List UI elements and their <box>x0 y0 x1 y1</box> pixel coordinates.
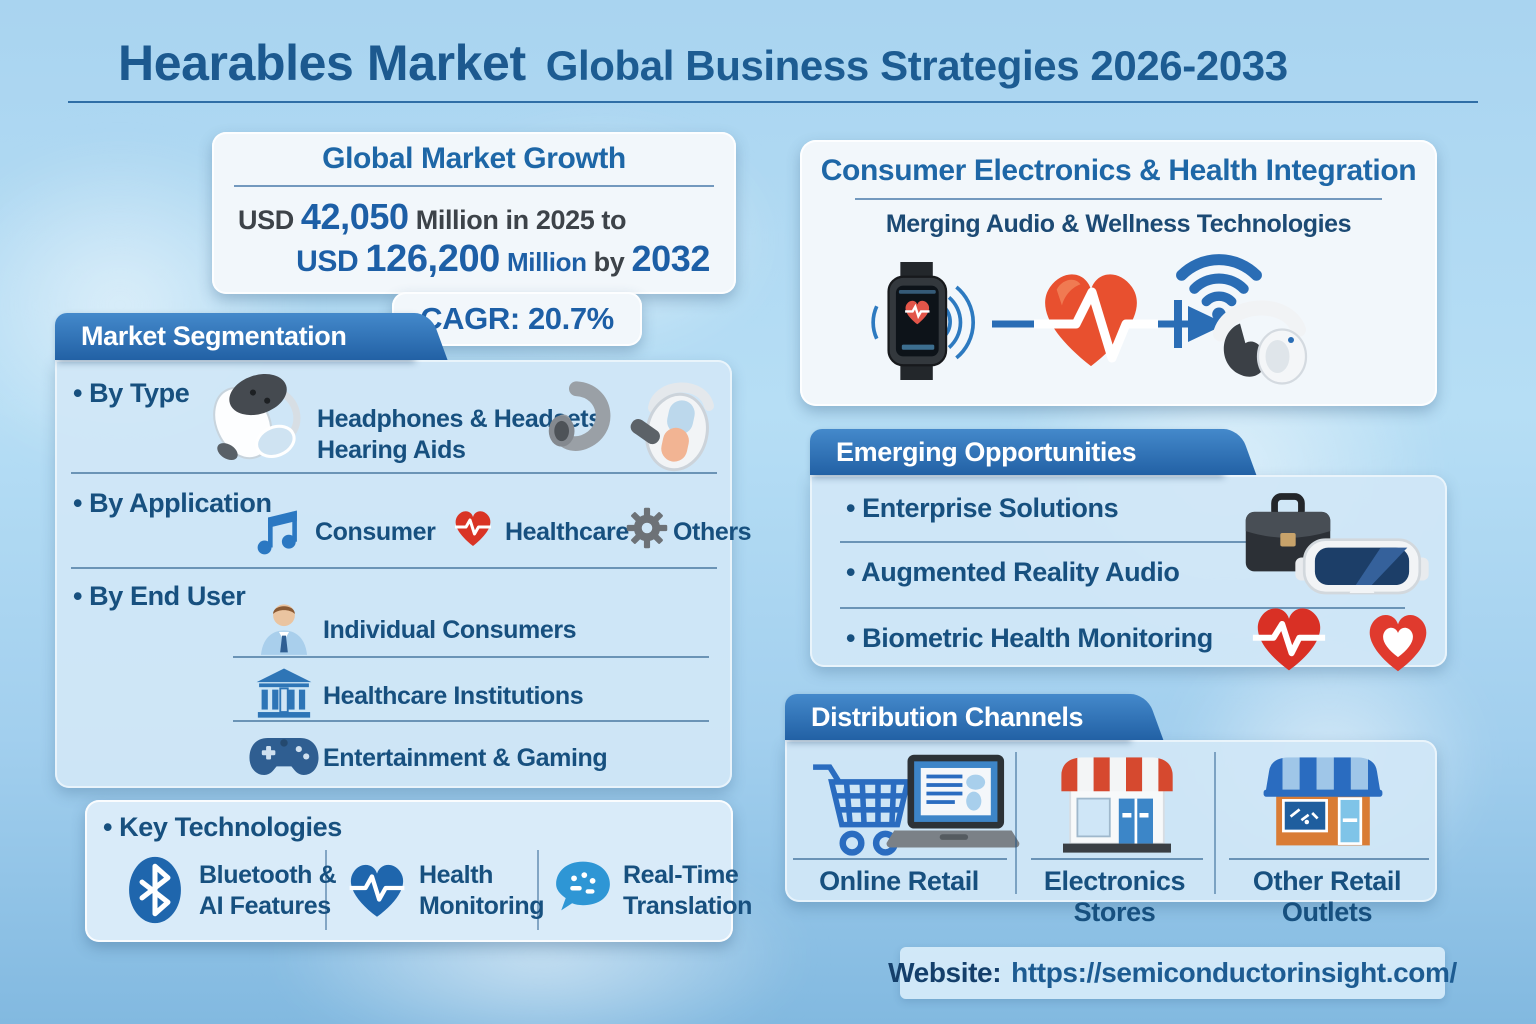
key-tech-health-line2: Monitoring <box>419 892 545 920</box>
opportunity-item-enterprise: • Enterprise Solutions <box>846 493 1119 523</box>
electronics-store-icon <box>1061 757 1173 853</box>
integration-subtitle: Merging Audio & Wellness Technologies <box>885 210 1352 238</box>
vr-goggles-icon <box>1295 538 1429 595</box>
divider <box>537 850 539 930</box>
health-monitoring-icon <box>349 864 405 917</box>
growth-l2-unit: Million <box>507 247 587 277</box>
end-user-item-individual: Individual Consumers <box>323 616 577 644</box>
key-tech-translation-line2: Translation <box>623 892 752 920</box>
opportunity-item-biometric: • Biometric Health Monitoring <box>846 623 1213 653</box>
integration-box: Consumer Electronics & Health Integratio… <box>800 140 1437 406</box>
growth-line2: USD 126,200 Million by 2032 <box>296 238 710 281</box>
key-tech-item-bluetooth: Bluetooth & AI Features <box>199 860 337 922</box>
emerging-opportunities-header: Emerging Opportunities <box>810 429 1222 475</box>
distribution-channels-header: Distribution Channels <box>785 694 1129 740</box>
separator <box>71 567 717 569</box>
emerging-opportunities-header-label: Emerging Opportunities <box>836 436 1137 467</box>
growth-l2-value: 126,200 <box>365 238 500 280</box>
title-subtitle: Global Business Strategies 2026-2033 <box>545 42 1288 89</box>
person-icon <box>260 604 308 655</box>
growth-l2-by: by <box>593 247 625 277</box>
channel-other-retail: Other Retail Outlets <box>1252 866 1402 927</box>
growth-line1: USD 42,050 Million in 2025 to <box>238 196 626 238</box>
shopping-cart-icon <box>813 764 912 856</box>
end-user-item-entertainment: Entertainment & Gaming <box>323 744 608 772</box>
website-label: Website: <box>888 957 1002 988</box>
gear-icon <box>626 507 668 549</box>
earbud-clip-icon <box>630 382 714 472</box>
market-segmentation-header-label: Market Segmentation <box>81 321 347 351</box>
market-segmentation-header: Market Segmentation <box>55 313 413 360</box>
application-item-healthcare: Healthcare <box>505 518 629 546</box>
growth-l1-usd: USD <box>238 205 294 235</box>
key-tech-bluetooth-line2: AI Features <box>199 892 331 920</box>
double-heart-icon <box>1369 614 1427 672</box>
emerging-opportunities-panel: • Enterprise Solutions • Augmented Reali… <box>810 475 1447 672</box>
cagr-value: CAGR: 20.7% <box>420 301 614 336</box>
separator <box>1229 858 1429 860</box>
by-application-label: • By Application <box>73 488 272 518</box>
bank-icon <box>256 668 312 718</box>
separator <box>1031 858 1203 860</box>
smartwatch-icon <box>871 262 975 380</box>
separator <box>71 472 717 474</box>
separator <box>233 720 709 722</box>
key-technologies-label: • Key Technologies <box>103 812 342 842</box>
key-tech-translation-line1: Real-Time <box>623 861 739 889</box>
separator <box>840 607 1405 609</box>
channel-electronics-stores: Electronics Stores <box>1043 866 1186 927</box>
key-tech-bluetooth-line1: Bluetooth & <box>199 861 337 889</box>
title-main: Hearables Market <box>118 35 526 91</box>
divider <box>1015 752 1017 894</box>
application-item-consumer: Consumer <box>315 518 436 546</box>
website-url[interactable]: https://semiconductorinsight.com/ <box>1011 957 1457 988</box>
hearable-earbud-icon <box>1213 300 1308 385</box>
music-note-icon <box>257 510 297 555</box>
website-bar: Website: https://semiconductorinsight.co… <box>888 947 1457 999</box>
heart-pulse-icon <box>455 511 491 546</box>
biometric-heart-icon <box>1252 608 1326 671</box>
growth-title: Global Market Growth <box>322 142 626 175</box>
retail-outlet-icon <box>1263 757 1383 846</box>
separator <box>233 656 709 658</box>
earbud-icon <box>213 374 301 461</box>
distribution-channels-header-label: Distribution Channels <box>811 701 1084 732</box>
by-type-item-2: Hearing Aids <box>317 436 466 464</box>
key-tech-item-health: Health Monitoring <box>419 860 545 922</box>
key-tech-item-translation: Real-Time Translation <box>623 860 752 922</box>
integration-underline <box>855 198 1382 200</box>
growth-l2-year: 2032 <box>631 238 711 279</box>
channel-online-retail: Online Retail <box>819 866 979 896</box>
separator <box>840 541 1405 543</box>
divider <box>325 850 327 930</box>
global-market-growth-box: Global Market Growth USD 42,050 Million … <box>212 132 736 294</box>
key-tech-health-line1: Health <box>419 861 494 889</box>
gamepad-icon <box>249 737 319 775</box>
divider <box>1214 752 1216 894</box>
by-end-user-label: • By End User <box>73 581 246 611</box>
market-segmentation-panel: • By Type Headphones & Headsets Hearing … <box>55 360 752 788</box>
growth-l1-unit: Million <box>415 205 499 235</box>
opportunity-item-ar-audio: • Augmented Reality Audio <box>846 557 1180 587</box>
end-user-item-healthcare: Healthcare Institutions <box>323 682 584 710</box>
growth-l1-value: 42,050 <box>300 196 409 237</box>
key-technologies-box: • Key Technologies Bluetooth & AI Featur… <box>85 800 752 942</box>
growth-l1-rest: in 2025 to <box>505 205 627 235</box>
growth-l2-usd: USD <box>296 245 359 278</box>
integration-title: Consumer Electronics & Health Integratio… <box>820 154 1417 187</box>
application-item-others: Others <box>673 518 752 546</box>
translation-chat-icon <box>556 861 610 911</box>
separator <box>793 858 1007 860</box>
laptop-icon <box>886 754 1020 848</box>
by-type-label: • By Type <box>73 378 190 408</box>
bluetooth-icon <box>129 856 181 924</box>
distribution-channels-panel: Online Retail Electronics Stores <box>785 740 1437 927</box>
growth-underline <box>234 185 714 187</box>
hearing-aid-icon <box>548 381 611 451</box>
heart-arrow-icon <box>992 274 1226 367</box>
title-underline <box>68 101 1478 103</box>
page-title: Hearables Market Global Business Strateg… <box>118 34 1288 92</box>
